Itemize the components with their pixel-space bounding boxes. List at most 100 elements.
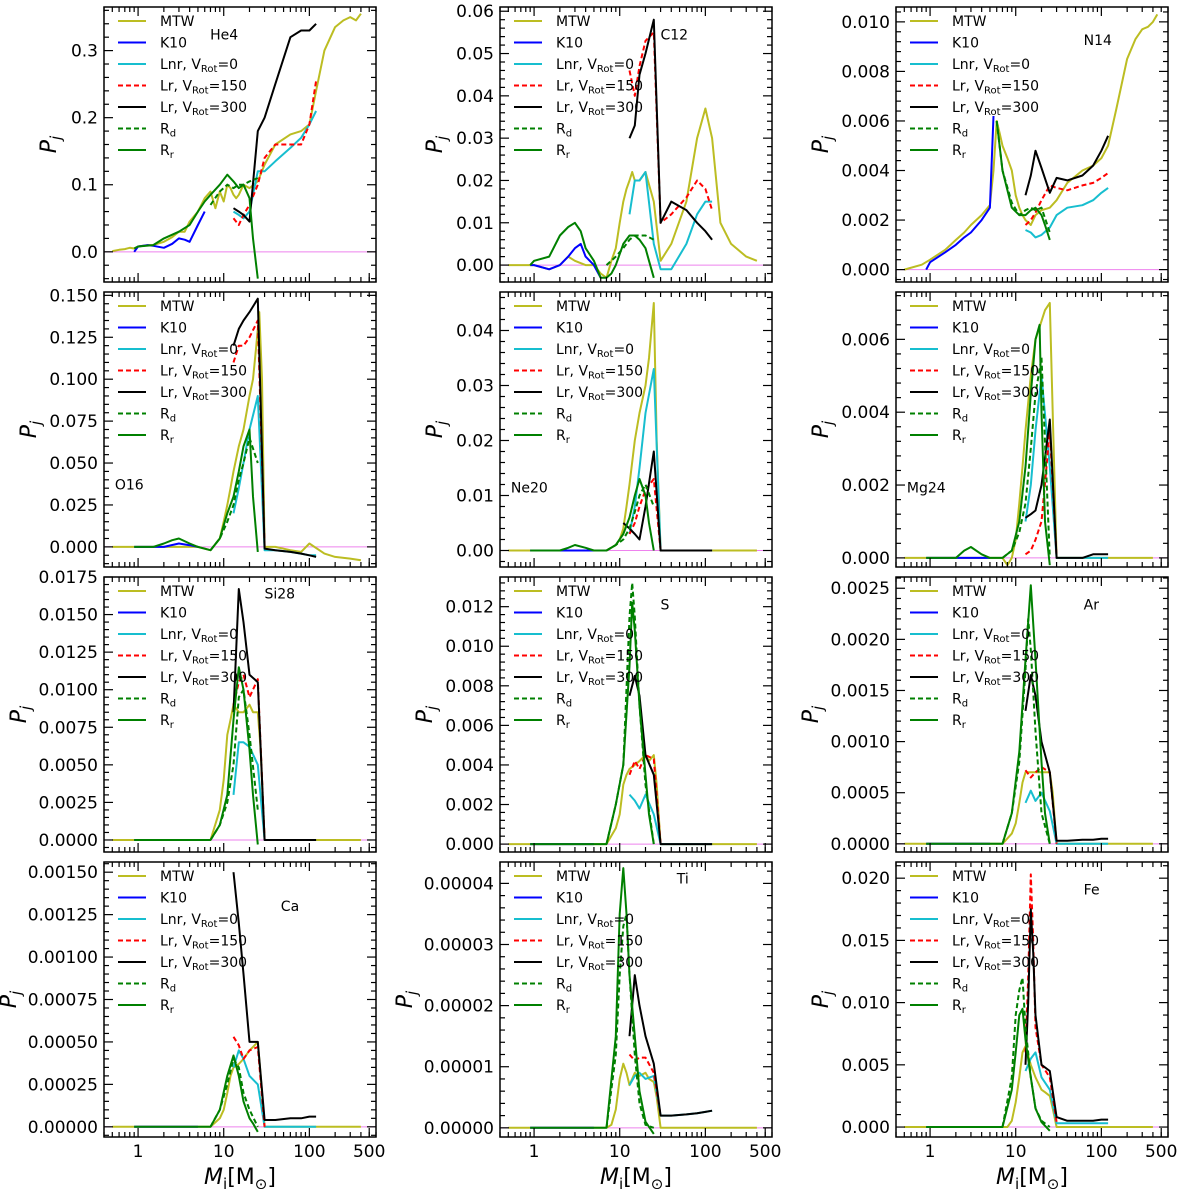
series-line-lr300 <box>1024 135 1110 196</box>
legend-label-main: K10 <box>556 321 583 337</box>
legend-label-main: Lnr, V <box>556 627 597 643</box>
y-tick-label: 0.00004 <box>424 874 494 894</box>
y-tick-label: 0.04 <box>456 322 494 342</box>
y-tick-label: 0.012 <box>445 598 494 618</box>
series-group <box>904 584 1153 845</box>
legend-label-sub: d <box>962 984 968 995</box>
x-tick-label: 100 <box>1085 1142 1117 1162</box>
legend-label-tail: =0 <box>1009 342 1030 358</box>
legend-label-main: R <box>556 692 566 708</box>
y-tick-label: 0.00050 <box>28 1033 98 1053</box>
series-line-rd <box>209 1057 259 1128</box>
legend-label-main: R <box>952 692 962 708</box>
legend-label-sub: Rot <box>201 349 218 360</box>
legend-label-sub: d <box>170 414 176 425</box>
x-axis-label-sub: i <box>1015 1175 1019 1189</box>
legend-label-rr: Rr <box>952 713 967 731</box>
y-tick-label: 0.004 <box>841 162 890 182</box>
panel-ar: 0.0000 0.0005 0.0010 0.0015 0.0020 0.0025 Pj MT… <box>799 576 1169 855</box>
legend-label-lr150: Lr, VRot=150 <box>952 934 1039 952</box>
legend-label-sub: Rot <box>588 962 605 973</box>
y-tick-label: 0.04 <box>456 87 494 107</box>
series-line-rr <box>530 478 655 552</box>
legend-label-sub: r <box>170 150 175 161</box>
series-line-rr <box>134 1054 259 1133</box>
legend-label-lr300: Lr, VRot=300 <box>160 385 247 403</box>
series-line-rr <box>530 601 655 846</box>
y-tick-label: 0.000 <box>841 261 890 281</box>
legend-label-sub: r <box>962 150 967 161</box>
legend-label-sub: Rot <box>192 371 209 382</box>
x-axis-label-unit: [M <box>1019 1165 1047 1189</box>
legend-label-lr300: Lr, VRot=300 <box>160 955 247 973</box>
x-axis-label-unit-sub: ⊙ <box>651 1175 664 1189</box>
legend-label-lnr: Lnr, VRot=0 <box>952 57 1030 75</box>
legend-label-lr300: Lr, VRot=300 <box>556 385 643 403</box>
legend-label-main: Lnr, V <box>160 57 201 73</box>
legend-label-main: R <box>952 407 962 423</box>
legend-label-main: R <box>556 977 566 993</box>
y-tick-label: 0.0000 <box>39 831 98 851</box>
legend-label-lr150: Lr, VRot=150 <box>556 79 643 97</box>
legend-label-rr: Rr <box>160 998 175 1016</box>
x-axis-label-close: ] <box>663 1165 672 1189</box>
x-tick-label: 500 <box>749 1142 781 1162</box>
legend-label-rr: Rr <box>952 143 967 161</box>
legend-label-mtw: MTW <box>160 584 195 600</box>
panel-n14: 0.000 0.002 0.004 0.006 0.008 0.010 Pj MTW K10 Ln… <box>809 6 1169 283</box>
legend-label-sub: Rot <box>588 392 605 403</box>
x-tick-label: 1 <box>925 1142 936 1162</box>
element-label: He4 <box>210 28 238 44</box>
y-tick-label: 0.000 <box>445 835 494 855</box>
legend-label-main: Lnr, V <box>952 912 993 928</box>
y-tick-label: 0.0020 <box>831 630 890 650</box>
legend-label-sub: r <box>962 435 967 446</box>
legend-label-sub: d <box>170 699 176 710</box>
legend-label-tail: =0 <box>613 912 634 928</box>
legend-label-tail: =300 <box>1001 100 1039 116</box>
series-line-lnr <box>628 793 713 846</box>
y-axis-label: Pj <box>809 990 837 1008</box>
legend-label-mtw: MTW <box>952 869 987 885</box>
legend-label-k10: K10 <box>952 606 979 622</box>
legend-label-main: Lr, V <box>952 670 984 686</box>
legend-label-main: R <box>556 998 566 1014</box>
legend-label-main: K10 <box>952 891 979 907</box>
axes-frame <box>103 861 377 1138</box>
series-line-rd <box>995 120 1051 233</box>
legend-label-mtw: MTW <box>952 584 987 600</box>
x-tick-label: 500 <box>353 1142 385 1162</box>
y-axis-label: Pj <box>413 705 441 723</box>
legend-label-lnr: Lnr, VRot=0 <box>556 342 634 360</box>
legend-label-main: K10 <box>952 606 979 622</box>
legend-label-main: Lr, V <box>556 364 588 380</box>
legend-label-main: Lr, V <box>952 934 984 950</box>
legend-label-main: Lnr, V <box>952 57 993 73</box>
y-tick-label: 0.150 <box>49 286 98 306</box>
legend-label-k10: K10 <box>556 891 583 907</box>
element-label: S <box>660 598 669 614</box>
x-axis-label: Mi[M⊙] <box>204 1165 276 1189</box>
y-tick-label: 0.075 <box>49 412 98 432</box>
legend-label-tail: =150 <box>605 934 643 950</box>
y-tick-label: 0.00150 <box>28 863 98 883</box>
y-tick-label: 0.000 <box>841 1118 890 1138</box>
legend-label-rr: Rr <box>556 713 571 731</box>
legend-label-tail: =150 <box>209 934 247 950</box>
legend-label-tail: =0 <box>217 342 238 358</box>
legend-label-rr: Rr <box>160 713 175 731</box>
legend-label-sub: Rot <box>984 86 1001 97</box>
legend-label-sub: Rot <box>588 941 605 952</box>
legend-label-main: Lnr, V <box>160 912 201 928</box>
legend-label-tail: =300 <box>605 955 643 971</box>
series-line-rr <box>926 584 1051 845</box>
legend-label-tail: =300 <box>605 385 643 401</box>
legend-label-tail: =0 <box>1009 912 1030 928</box>
legend-label-sub: d <box>170 984 176 995</box>
legend-label-sub: Rot <box>597 349 614 360</box>
legend-label-main: Lr, V <box>160 934 192 950</box>
legend-label-main: K10 <box>160 891 187 907</box>
legend-label-lr150: Lr, VRot=150 <box>556 649 643 667</box>
